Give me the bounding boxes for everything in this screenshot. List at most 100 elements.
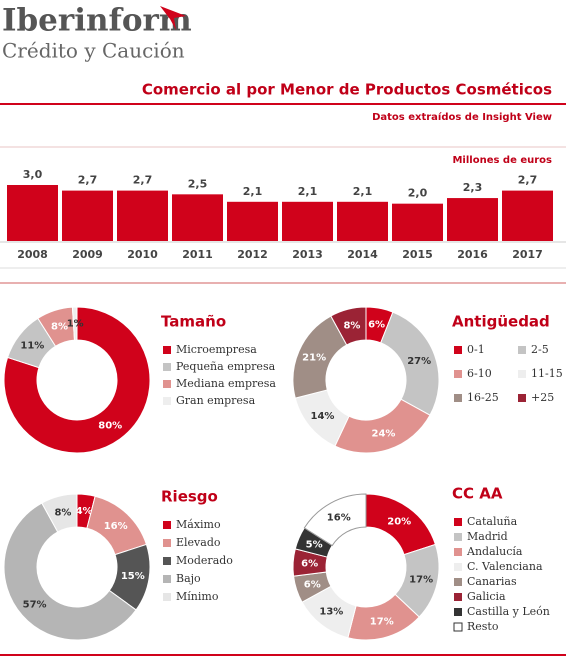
value-label: 2,7 (518, 174, 538, 187)
legend-swatch (518, 346, 526, 354)
legend-swatch (454, 578, 462, 586)
slice-label: 6% (301, 558, 318, 569)
slice-label: 21% (302, 353, 326, 364)
donut-slice (303, 493, 367, 547)
legend-swatch (518, 394, 526, 402)
x-tick-label: 2013 (292, 248, 323, 261)
x-tick-label: 2017 (512, 248, 543, 261)
legend-label: Mediana empresa (176, 377, 276, 390)
legend-swatch (163, 380, 171, 388)
donut-title: CC AA (452, 485, 503, 503)
legend-label: Madrid (467, 530, 508, 543)
donut-slice (71, 306, 78, 341)
value-label: 2,5 (188, 177, 208, 190)
slice-label: 5% (306, 540, 323, 551)
bar (172, 194, 223, 241)
legend-label: Máximo (176, 518, 221, 531)
value-label: 2,1 (298, 185, 318, 198)
slice-label: 1% (67, 319, 84, 330)
legend-swatch (454, 593, 462, 601)
slice-label: 14% (310, 411, 334, 422)
legend-label: Gran empresa (176, 394, 256, 407)
value-label: 2,3 (463, 181, 483, 194)
bar (337, 201, 388, 241)
legend-label: Moderado (176, 554, 233, 567)
value-label: 2,0 (408, 187, 428, 200)
donut-title: Riesgo (161, 488, 218, 506)
legend-label: 6-10 (467, 367, 492, 380)
legend-swatch (454, 346, 462, 354)
x-tick-label: 2015 (402, 248, 433, 261)
slice-label: 6% (304, 579, 321, 590)
legend-swatch (163, 521, 171, 529)
legend-label: 16-25 (467, 391, 499, 404)
bar (62, 190, 113, 241)
bar (227, 201, 278, 241)
legend-label: Pequeña empresa (176, 360, 276, 373)
slice-label: 11% (20, 340, 44, 351)
legend-label: Galicia (467, 590, 506, 603)
legend-swatch (454, 370, 462, 378)
donut-slice (380, 311, 440, 416)
slice-label: 8% (54, 507, 71, 518)
legend-label: 0-1 (467, 343, 485, 356)
slice-label: 27% (407, 356, 431, 367)
bar (447, 198, 498, 241)
donut-title: Antigüedad (452, 313, 550, 331)
value-label: 2,7 (133, 174, 153, 187)
legend-label: +25 (531, 391, 554, 404)
x-tick-label: 2011 (182, 248, 213, 261)
slice-label: 8% (51, 321, 68, 332)
bar (502, 190, 553, 241)
legend-label: Andalucía (466, 545, 523, 558)
bar (7, 185, 58, 241)
legend-swatch (163, 593, 171, 601)
legend-swatch (454, 608, 462, 616)
slice-label: 17% (370, 616, 394, 627)
donut-slice (3, 502, 137, 641)
legend-swatch (454, 518, 462, 526)
x-tick-label: 2016 (457, 248, 488, 261)
legend-swatch (454, 394, 462, 402)
slice-label: 8% (343, 320, 360, 331)
legend-label: Bajo (176, 572, 201, 585)
legend-label: C. Valenciana (467, 560, 543, 573)
donut-slice (3, 306, 151, 454)
slice-label: 4% (76, 506, 93, 517)
value-label: 2,1 (243, 185, 263, 198)
slice-label: 20% (387, 516, 411, 527)
legend-swatch (163, 539, 171, 547)
legend-label: Cataluña (467, 515, 518, 528)
brand: Iberinform (2, 3, 192, 39)
donut-slice (41, 493, 78, 533)
slice-label: 57% (23, 599, 47, 610)
legend-swatch (163, 575, 171, 583)
donut-slice (330, 306, 367, 346)
legend-swatch (163, 397, 171, 405)
legend-swatch (454, 563, 462, 571)
slice-label: 17% (409, 574, 433, 585)
slice-label: 16% (104, 521, 128, 532)
legend-label: 2-5 (531, 343, 549, 356)
legend-label: Castilla y León (467, 605, 550, 618)
donut-slice (334, 398, 431, 454)
page-title: Comercio al por Menor de Productos Cosmé… (142, 81, 552, 99)
legend-label: Resto (467, 620, 499, 633)
legend-swatch (454, 548, 462, 556)
logo-swoosh (160, 6, 186, 30)
value-label: 3,0 (23, 168, 43, 181)
legend-swatch (163, 557, 171, 565)
x-tick-label: 2008 (17, 248, 48, 261)
x-tick-label: 2010 (127, 248, 158, 261)
slice-label: 6% (368, 320, 385, 331)
value-label: 2,1 (353, 185, 373, 198)
slice-label: 15% (121, 571, 145, 582)
x-tick-label: 2009 (72, 248, 103, 261)
legend-label: 11-15 (531, 367, 563, 380)
bar (392, 203, 443, 241)
legend-swatch (454, 533, 462, 541)
x-tick-label: 2012 (237, 248, 268, 261)
legend-label: Elevado (176, 536, 221, 549)
legend-swatch (518, 370, 526, 378)
